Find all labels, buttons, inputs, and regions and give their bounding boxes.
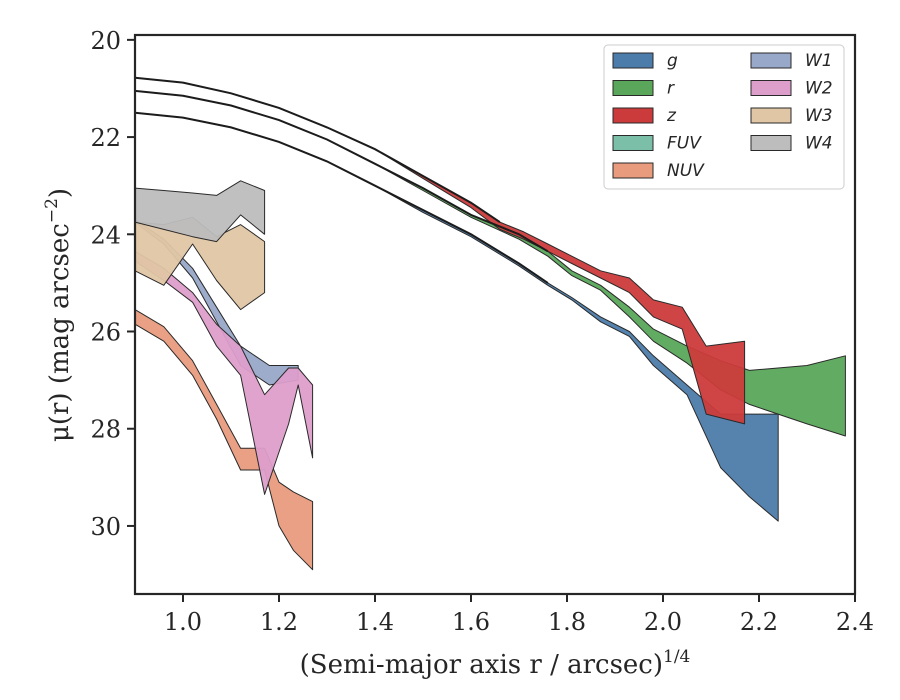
legend-swatch-g xyxy=(612,52,654,69)
x-tick-label: 1.2 xyxy=(260,608,298,636)
profile-line-2 xyxy=(134,89,549,253)
legend-label-z: z xyxy=(666,106,677,126)
x-tick-label: 1.8 xyxy=(548,608,586,636)
legend-swatch-r xyxy=(612,80,654,96)
y-tick-label: 22 xyxy=(90,124,121,152)
legend-swatch-nuv xyxy=(612,162,654,179)
plot-area xyxy=(134,76,846,571)
legend-swatch-w2 xyxy=(750,80,792,96)
legend-swatch-w3 xyxy=(750,107,792,124)
profile-line-3 xyxy=(134,76,501,223)
x-axis-label: (Semi-major axis r / arcsec)1/4 xyxy=(300,647,691,680)
legend-label-g: g xyxy=(667,51,678,71)
axes-frame xyxy=(133,33,857,596)
legend: grz FUV NUV W1 W2 W3 W4 xyxy=(603,44,845,190)
x-tick-label: 1.4 xyxy=(356,608,394,636)
legend-label-w1: W1 xyxy=(805,51,833,71)
band-w2 xyxy=(134,250,314,495)
legend-swatch-fuv xyxy=(612,135,654,151)
x-tick-label: 2.4 xyxy=(836,608,874,636)
y-tick-label: 30 xyxy=(90,513,121,541)
legend-label-nuv: NUV xyxy=(667,161,705,181)
axes: 1.0 1.2 1.4 1.6 1.8 2.0 2.2 2.4 20 22 24 26 28 30 xyxy=(90,27,874,636)
legend-label-w4: W4 xyxy=(805,134,833,154)
legend-swatch-w4 xyxy=(750,135,792,151)
y-tick-label: 28 xyxy=(90,416,121,444)
y-tick-label: 24 xyxy=(90,221,121,249)
x-tick-label: 2.2 xyxy=(740,608,778,636)
legend-label-w2: W2 xyxy=(805,79,833,99)
legend-swatch-w1 xyxy=(750,52,792,69)
y-tick-label: 20 xyxy=(90,27,121,55)
legend-label-fuv: FUV xyxy=(667,134,702,154)
y-axis-label: μ(r) (mag arcsec−2) xyxy=(42,188,75,442)
y-tick-label: 26 xyxy=(90,319,121,347)
x-tick-label: 1.0 xyxy=(164,608,202,636)
legend-swatch-z xyxy=(612,107,654,124)
band-w4 xyxy=(134,180,266,243)
legend-label-r: r xyxy=(667,79,675,99)
x-tick-label: 2.0 xyxy=(644,608,682,636)
legend-label-w3: W3 xyxy=(805,106,833,126)
profile-line-1 xyxy=(134,111,549,284)
band-nuv xyxy=(134,309,314,571)
x-tick-label: 1.6 xyxy=(452,608,490,636)
